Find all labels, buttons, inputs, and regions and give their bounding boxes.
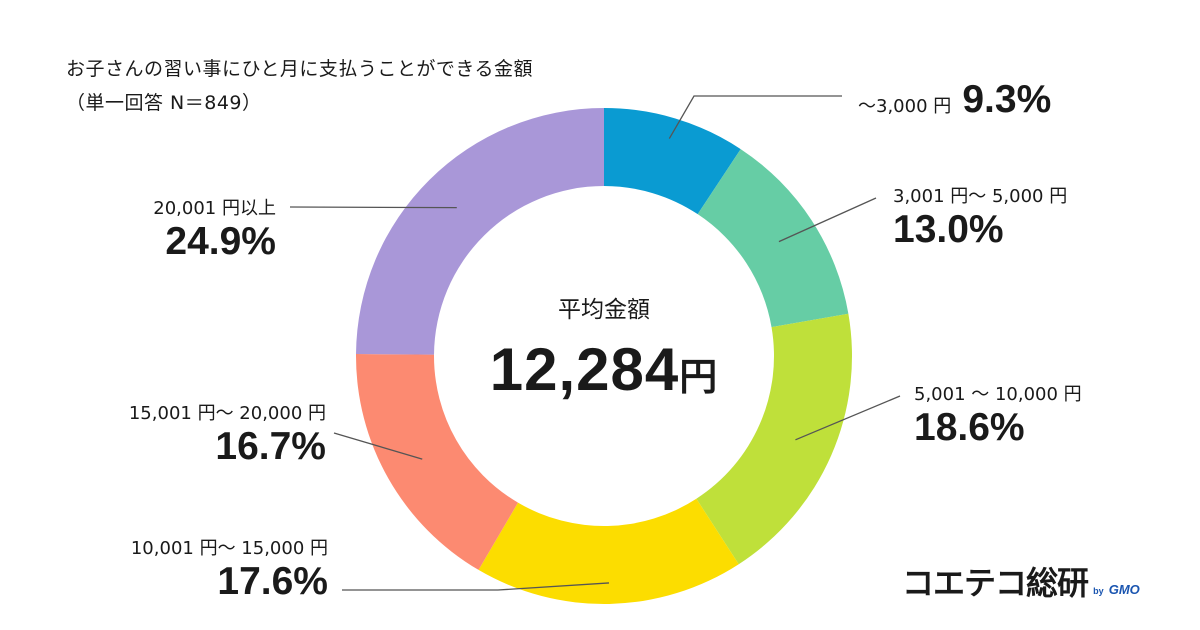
- slice-label-0: ～3,000 円 9.3%: [858, 78, 1051, 122]
- average-value: 12,284円: [454, 335, 754, 404]
- brand-logo-gmo: GMO: [1108, 582, 1140, 597]
- slice-label-4: 15,001 円～ 20,000 円 16.7%: [129, 403, 326, 469]
- leader-line-2: [795, 395, 901, 441]
- slice-percent-4: 16.7%: [215, 425, 326, 468]
- slice-range-1: 3,001 円～ 5,000 円: [893, 186, 1068, 207]
- slice-label-3: 10,001 円～ 15,000 円 17.6%: [131, 538, 328, 604]
- donut-slice-3: [478, 498, 739, 604]
- brand-logo-by: by: [1093, 586, 1104, 596]
- chart-title: お子さんの習い事にひと月に支払うことができる金額 （単一回答 N＝849）: [66, 52, 533, 120]
- slice-percent-3: 17.6%: [217, 560, 328, 603]
- donut-slice-1: [697, 149, 849, 328]
- donut-slice-0: [604, 108, 741, 215]
- slice-label-1: 3,001 円～ 5,000 円 13.0%: [893, 186, 1067, 252]
- average-label: 平均金額: [558, 297, 650, 323]
- slice-percent-1: 13.0%: [893, 208, 1004, 251]
- chart-subtitle: （単一回答 N＝849）: [66, 92, 262, 114]
- slice-percent-0: 9.3%: [962, 78, 1052, 121]
- brand-logo-text: コエテコ総研: [902, 564, 1089, 602]
- slice-range-3: 10,001 円～ 15,000 円: [130, 538, 328, 559]
- chart-title-line1: お子さんの習い事にひと月に支払うことができる金額: [66, 58, 534, 80]
- donut-slice-4: [356, 354, 519, 570]
- donut-slice-2: [696, 313, 852, 565]
- average-number: 12,284: [489, 336, 680, 403]
- leader-line-5: [289, 206, 457, 209]
- leader-line-4: [333, 432, 423, 460]
- slice-range-2: 5,001 ～ 10,000 円: [914, 384, 1082, 405]
- slice-label-5: 20,001 円以上 24.9%: [153, 198, 276, 264]
- slice-percent-2: 18.6%: [914, 406, 1025, 449]
- donut-slice-5: [356, 108, 604, 355]
- slice-range-0: ～3,000 円: [858, 96, 952, 117]
- leader-line-0: [668, 95, 842, 139]
- average-unit: 円: [679, 355, 719, 399]
- slice-range-5: 20,001 円以上: [153, 198, 276, 219]
- brand-logo: コエテコ総研 by GMO: [902, 558, 1140, 604]
- slice-percent-5: 24.9%: [165, 220, 276, 263]
- slice-label-2: 5,001 ～ 10,000 円 18.6%: [914, 384, 1082, 450]
- leader-line-3: [342, 582, 610, 591]
- leader-line-1: [778, 197, 877, 243]
- slice-range-4: 15,001 円～ 20,000 円: [128, 403, 326, 424]
